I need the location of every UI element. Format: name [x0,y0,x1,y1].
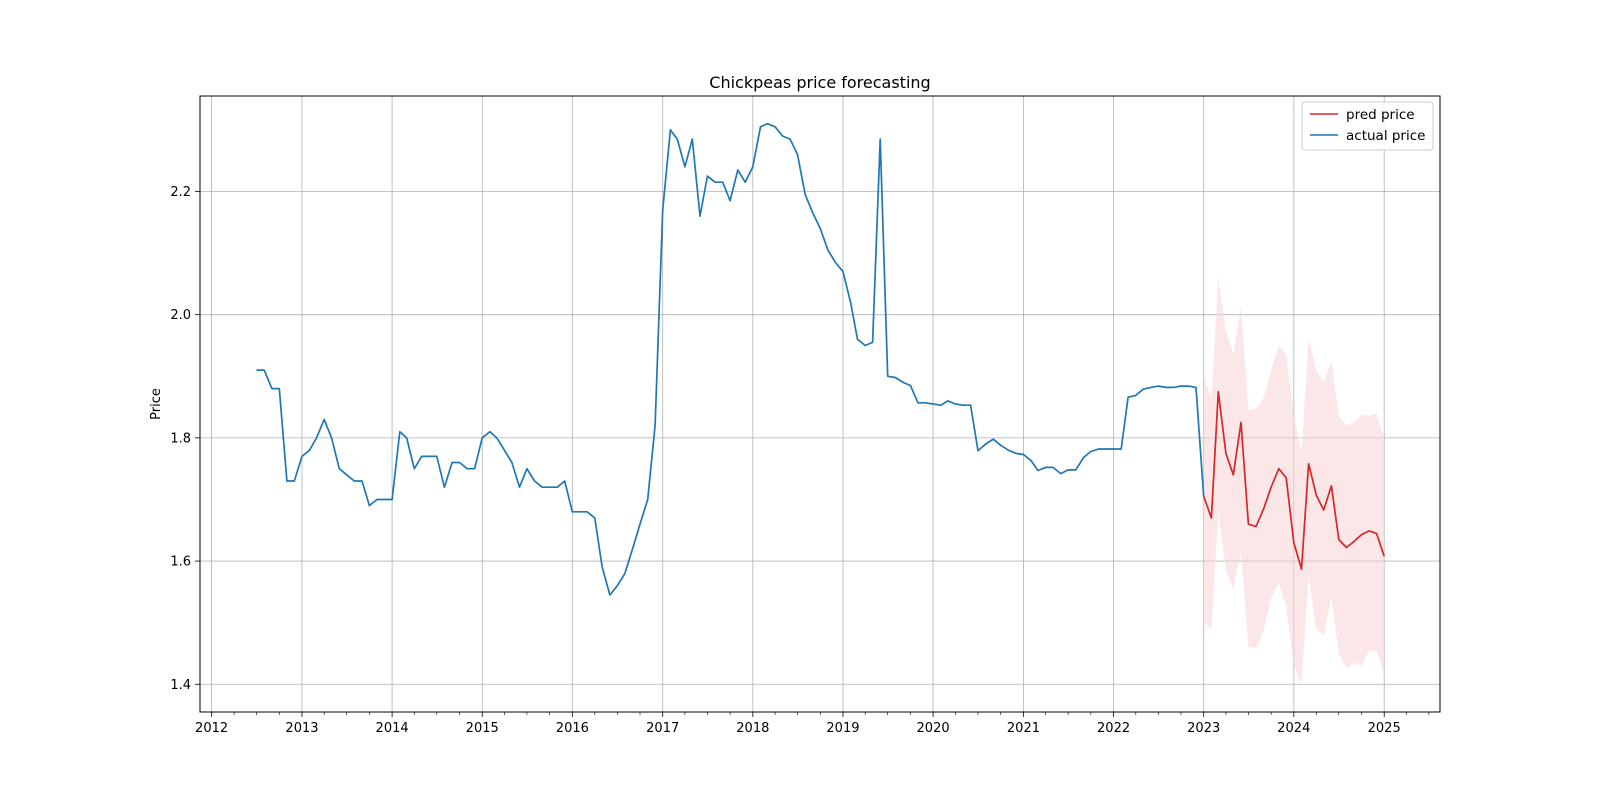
axis-ticks: 2012 2013 2014 2015 2016 2017 2018 2019 2020 2021… [170,185,1430,736]
y-tick-label-2.2: 2.2 [170,185,191,200]
y-tick-label-2.0: 2.0 [170,308,191,323]
legend-label-pred: pred price [1346,107,1415,123]
x-tick-label-2021: 2021 [1007,721,1040,736]
x-tick-label-2015: 2015 [466,721,499,736]
chart-title: Chickpeas price forecasting [709,73,930,92]
legend: pred price actual price [1301,101,1434,151]
x-tick-label-2018: 2018 [736,721,769,736]
x-tick-label-2023: 2023 [1187,721,1220,736]
pred-confidence-interval [1203,277,1385,685]
y-axis-label: Price [149,388,164,420]
legend-label-actual: actual price [1346,128,1425,144]
actual-price-line [256,122,1205,596]
y-tick-label-1.8: 1.8 [170,431,191,446]
x-tick-label-2022: 2022 [1097,721,1130,736]
grid-lines [200,96,1440,712]
y-tick-label-1.4: 1.4 [170,678,191,693]
pred-price-line [1202,390,1386,570]
x-tick-label-2017: 2017 [646,721,679,736]
x-tick-label-2012: 2012 [195,721,228,736]
series-lines [256,122,1386,596]
x-tick-label-2025: 2025 [1368,721,1401,736]
y-tick-label-1.6: 1.6 [170,555,191,570]
confidence-band [1203,277,1385,685]
x-tick-label-2014: 2014 [376,721,409,736]
x-tick-label-2019: 2019 [826,721,859,736]
x-tick-label-2020: 2020 [917,721,950,736]
x-tick-label-2016: 2016 [556,721,589,736]
x-tick-label-2024: 2024 [1277,721,1310,736]
x-tick-label-2013: 2013 [285,721,318,736]
